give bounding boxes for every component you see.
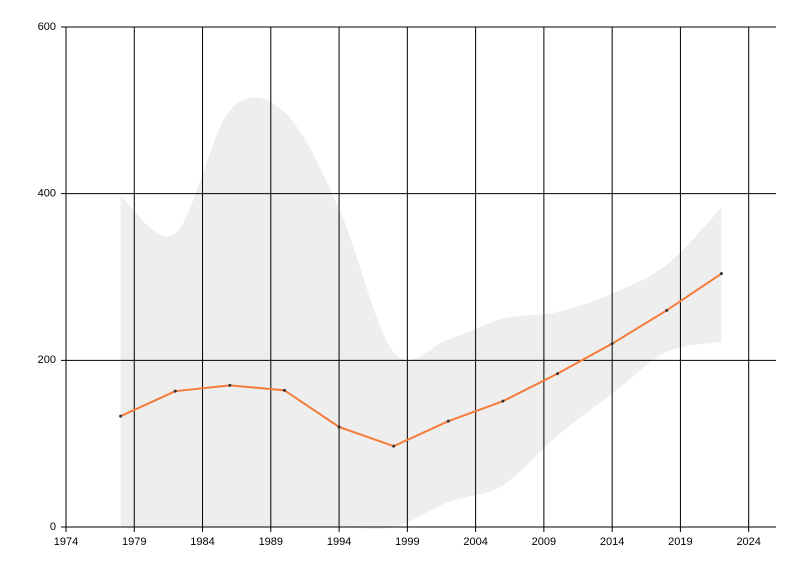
x-tick-label: 1974: [54, 536, 78, 548]
x-tick-label: 1999: [395, 536, 419, 548]
point: [119, 414, 123, 418]
y-tick-label: 400: [38, 188, 56, 200]
point: [173, 389, 177, 393]
point: [719, 272, 723, 276]
line: [120, 272, 722, 448]
point: [501, 399, 505, 403]
y-tick-label: 0: [50, 521, 56, 533]
x-tick-label: 1984: [190, 536, 214, 548]
x-tick-label: 1989: [259, 536, 283, 548]
point: [446, 419, 450, 423]
x-tick-label: 1979: [122, 536, 146, 548]
point: [556, 372, 560, 376]
point: [282, 388, 286, 392]
point: [337, 425, 341, 429]
x-tick-label: 1994: [327, 536, 351, 548]
x-tick-label: 2004: [463, 536, 487, 548]
x-tick-label: 2014: [600, 536, 624, 548]
point: [665, 308, 669, 312]
x-tick-label: 2019: [668, 536, 692, 548]
y-tick-label: 600: [38, 21, 56, 33]
point: [392, 444, 396, 448]
point: [610, 342, 614, 346]
x-tick-label: 2024: [736, 536, 760, 548]
y-tick-label: 200: [38, 354, 56, 366]
confidence-band: [120, 97, 722, 529]
x-tick-label: 2009: [532, 536, 556, 548]
point: [228, 383, 232, 387]
